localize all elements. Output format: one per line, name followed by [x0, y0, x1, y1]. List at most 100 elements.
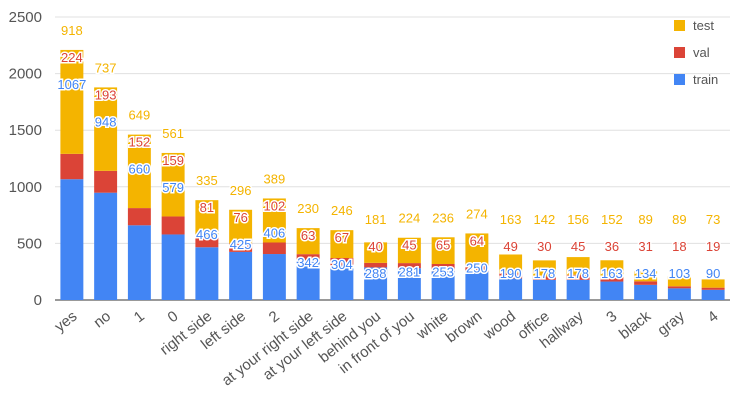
data-label-train: 1067 — [57, 77, 86, 92]
bar-train — [364, 267, 388, 300]
data-label-test: 561 — [162, 126, 184, 141]
data-label-train: 163 — [601, 266, 623, 281]
data-label-test: 296 — [230, 183, 252, 198]
y-tick-label: 0 — [34, 292, 42, 309]
bars — [60, 49, 725, 300]
data-label-val: 67 — [335, 230, 349, 245]
bar-test — [566, 257, 590, 275]
bar-test — [465, 233, 489, 265]
data-label-test: 163 — [500, 212, 522, 227]
data-label-train: 190 — [500, 266, 522, 281]
bar-test — [431, 237, 455, 265]
bar-test — [499, 254, 523, 273]
x-tick-label: yes — [51, 308, 80, 336]
bar-train — [634, 284, 658, 300]
bar-val — [499, 272, 523, 279]
legend-label-val: val — [693, 45, 710, 60]
data-label-val: 65 — [436, 237, 450, 252]
data-label-test: 89 — [672, 212, 686, 227]
bar-test — [161, 152, 185, 217]
data-label-test: 274 — [466, 206, 488, 221]
x-tick-label: gray — [654, 307, 688, 339]
bar-test — [634, 271, 658, 282]
bar-train — [330, 265, 354, 300]
bar-val — [60, 153, 84, 180]
bar-val — [667, 286, 691, 289]
data-label-train: 90 — [706, 266, 720, 281]
data-label-train: 948 — [95, 114, 117, 129]
legend-label-train: train — [693, 72, 718, 87]
data-label-test: 246 — [331, 203, 353, 218]
bar-train — [296, 261, 320, 300]
data-label-val: 36 — [605, 239, 619, 254]
data-label-train: 342 — [297, 255, 319, 270]
data-label-test: 152 — [601, 212, 623, 227]
bar-val — [566, 274, 590, 280]
data-label-train: 660 — [129, 162, 151, 177]
bar-train — [532, 279, 556, 300]
data-label-test: 236 — [432, 210, 454, 225]
data-label-val: 76 — [233, 210, 247, 225]
data-label-val: 193 — [95, 87, 117, 102]
data-label-val: 81 — [200, 200, 214, 215]
bar-train — [667, 288, 691, 300]
bar-test — [60, 49, 84, 154]
x-tick-label: brown — [443, 308, 486, 347]
data-label-val: 40 — [368, 239, 382, 254]
data-label-val: 18 — [672, 239, 686, 254]
bar-train — [195, 247, 219, 300]
data-label-test: 224 — [399, 211, 421, 226]
data-label-val: 152 — [129, 135, 151, 150]
data-label-val: 30 — [537, 239, 551, 254]
bar-test — [364, 242, 388, 263]
data-label-test: 230 — [297, 201, 319, 216]
data-label-test: 737 — [95, 60, 117, 75]
data-label-val: 45 — [402, 238, 416, 253]
bar-val — [127, 208, 151, 226]
bar-train — [229, 251, 253, 300]
data-label-train: 425 — [230, 237, 252, 252]
bar-val — [296, 254, 320, 262]
x-tick-label: 4 — [705, 308, 722, 327]
data-label-train: 253 — [432, 264, 454, 279]
legend: test val train — [674, 18, 718, 87]
data-label-val: 63 — [301, 228, 315, 243]
data-label-val: 102 — [264, 198, 286, 213]
bar-val — [397, 263, 421, 269]
data-label-val: 19 — [706, 239, 720, 254]
legend-label-test: test — [693, 18, 714, 33]
data-label-test: 389 — [264, 171, 286, 186]
bar-test — [600, 260, 624, 278]
bar-train — [499, 278, 523, 300]
y-tick-label: 1500 — [9, 122, 42, 139]
data-label-test: 649 — [129, 108, 151, 123]
x-tick-label: 2 — [266, 308, 283, 327]
bar-val — [195, 238, 219, 248]
bar-val — [701, 287, 725, 290]
bar-val — [431, 264, 455, 272]
data-label-train: 178 — [567, 266, 589, 281]
bar-train — [127, 225, 151, 300]
bar-val — [161, 216, 185, 235]
data-label-test: 73 — [706, 212, 720, 227]
bar-val — [364, 262, 388, 268]
data-label-train: 406 — [264, 225, 286, 240]
data-label-test: 181 — [365, 212, 387, 227]
data-label-val: 31 — [638, 239, 652, 254]
x-tick-label: 1 — [131, 308, 148, 327]
data-label-train: 304 — [331, 257, 353, 272]
bar-train — [94, 192, 118, 300]
bar-train — [161, 234, 185, 300]
y-tick-label: 2500 — [9, 9, 42, 26]
bar-test — [701, 279, 725, 288]
bar-test — [532, 260, 556, 277]
gridlines — [55, 16, 730, 301]
data-label-test: 335 — [196, 173, 218, 188]
y-tick-label: 500 — [17, 235, 42, 252]
data-label-test: 89 — [638, 212, 652, 227]
bar-test — [262, 198, 286, 243]
legend-swatch-val — [674, 47, 685, 58]
x-tick-label: 0 — [165, 308, 182, 327]
x-tick-label: wood — [480, 308, 520, 344]
y-tick-label: 2000 — [9, 66, 42, 83]
